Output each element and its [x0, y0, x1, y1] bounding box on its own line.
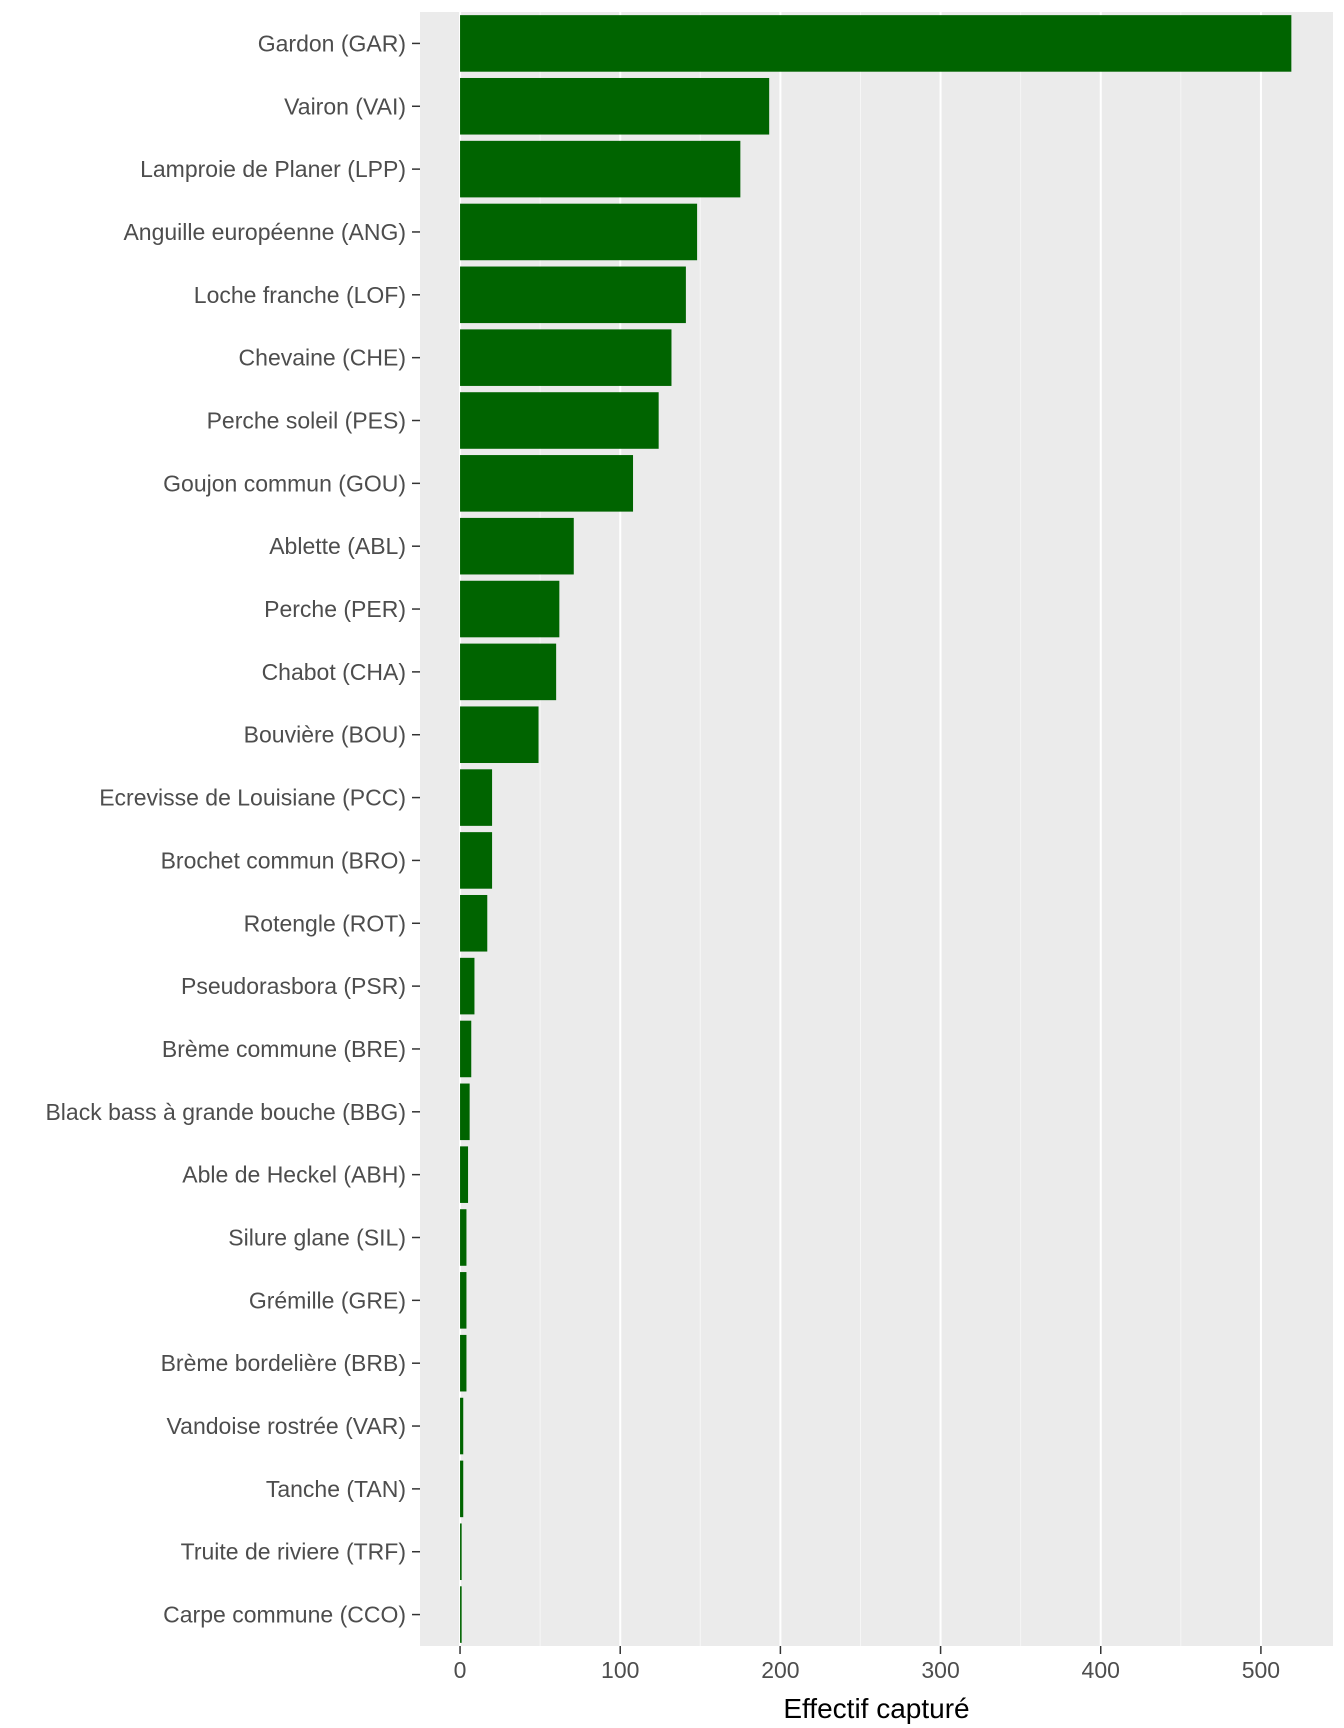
y-tick-label: Anguille européenne (ANG)	[123, 219, 406, 245]
grid-lines	[459, 12, 1262, 1646]
y-tick-label: Brochet commun (BRO)	[161, 847, 406, 873]
bar	[460, 15, 1292, 72]
bar	[460, 1523, 462, 1581]
bar	[460, 1020, 472, 1078]
bar	[460, 832, 493, 889]
bar	[460, 266, 686, 324]
bar	[460, 1272, 467, 1329]
y-tick-label: Truite de riviere (TRF)	[181, 1539, 406, 1565]
bar	[460, 77, 770, 135]
y-tick-label: Loche franche (LOF)	[194, 282, 406, 308]
y-tick-label: Bouvière (BOU)	[244, 722, 406, 748]
bar	[460, 517, 574, 575]
bar	[460, 957, 475, 1015]
x-tick-label: 200	[761, 1657, 799, 1683]
y-tick-label: Ablette (ABL)	[269, 533, 406, 559]
y-tick-label: Goujon commun (GOU)	[163, 470, 406, 496]
x-axis-title: Effectif capturé	[783, 1693, 969, 1724]
x-tick-label: 0	[454, 1657, 467, 1683]
x-tick-label: 500	[1242, 1657, 1280, 1683]
bar	[460, 643, 557, 701]
y-tick-label: Gardon (GAR)	[258, 30, 406, 56]
y-tick-label: Tanche (TAN)	[266, 1476, 406, 1502]
bar	[460, 140, 741, 198]
y-tick-label: Ecrevisse de Louisiane (PCC)	[99, 785, 406, 811]
y-tick-label: Vandoise rostrée (VAR)	[167, 1413, 406, 1439]
bars	[460, 15, 1292, 1643]
y-tick-label: Perche soleil (PES)	[207, 408, 406, 434]
bar	[460, 1334, 467, 1392]
bar	[460, 1209, 467, 1266]
y-tick-label: Lamproie de Planer (LPP)	[140, 156, 406, 182]
y-tick-label: Pseudorasbora (PSR)	[181, 973, 406, 999]
y-tick-label: Rotengle (ROT)	[244, 910, 406, 936]
bar	[460, 706, 539, 764]
bar	[460, 1586, 462, 1643]
y-tick-label: Perche (PER)	[264, 596, 406, 622]
x-axis: 0 100 200 300 400 500	[454, 1646, 1280, 1683]
bar	[460, 329, 672, 386]
y-axis: Gardon (GAR) Vairon (VAI) Lamproie de Plan…	[45, 30, 420, 1628]
y-tick-label: Able de Heckel (ABH)	[182, 1162, 406, 1188]
bar	[460, 894, 488, 952]
bar	[460, 1460, 464, 1518]
y-tick-label: Grémille (GRE)	[249, 1287, 406, 1313]
y-tick-label: Chabot (CHA)	[262, 659, 406, 685]
bar	[460, 203, 698, 261]
y-tick-label: Black bass à grande bouche (BBG)	[45, 1099, 406, 1125]
y-tick-label: Brème bordelière (BRB)	[161, 1350, 406, 1376]
bar	[460, 1397, 464, 1455]
y-tick-label: Silure glane (SIL)	[228, 1225, 406, 1251]
y-tick-label: Vairon (VAI)	[284, 93, 406, 119]
y-tick-label: Brème commune (BRE)	[162, 1036, 406, 1062]
bar	[460, 769, 493, 826]
x-tick-label: 400	[1082, 1657, 1120, 1683]
x-tick-label: 100	[601, 1657, 639, 1683]
bar	[460, 1146, 469, 1203]
bar	[460, 580, 560, 638]
x-tick-label: 300	[921, 1657, 959, 1683]
bar	[460, 392, 659, 449]
y-tick-label: Carpe commune (CCO)	[163, 1602, 406, 1628]
y-tick-label: Chevaine (CHE)	[239, 345, 406, 371]
bar	[460, 1083, 470, 1141]
bar	[460, 455, 634, 512]
